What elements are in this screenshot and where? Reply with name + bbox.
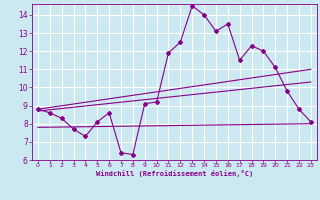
X-axis label: Windchill (Refroidissement éolien,°C): Windchill (Refroidissement éolien,°C) (96, 170, 253, 177)
